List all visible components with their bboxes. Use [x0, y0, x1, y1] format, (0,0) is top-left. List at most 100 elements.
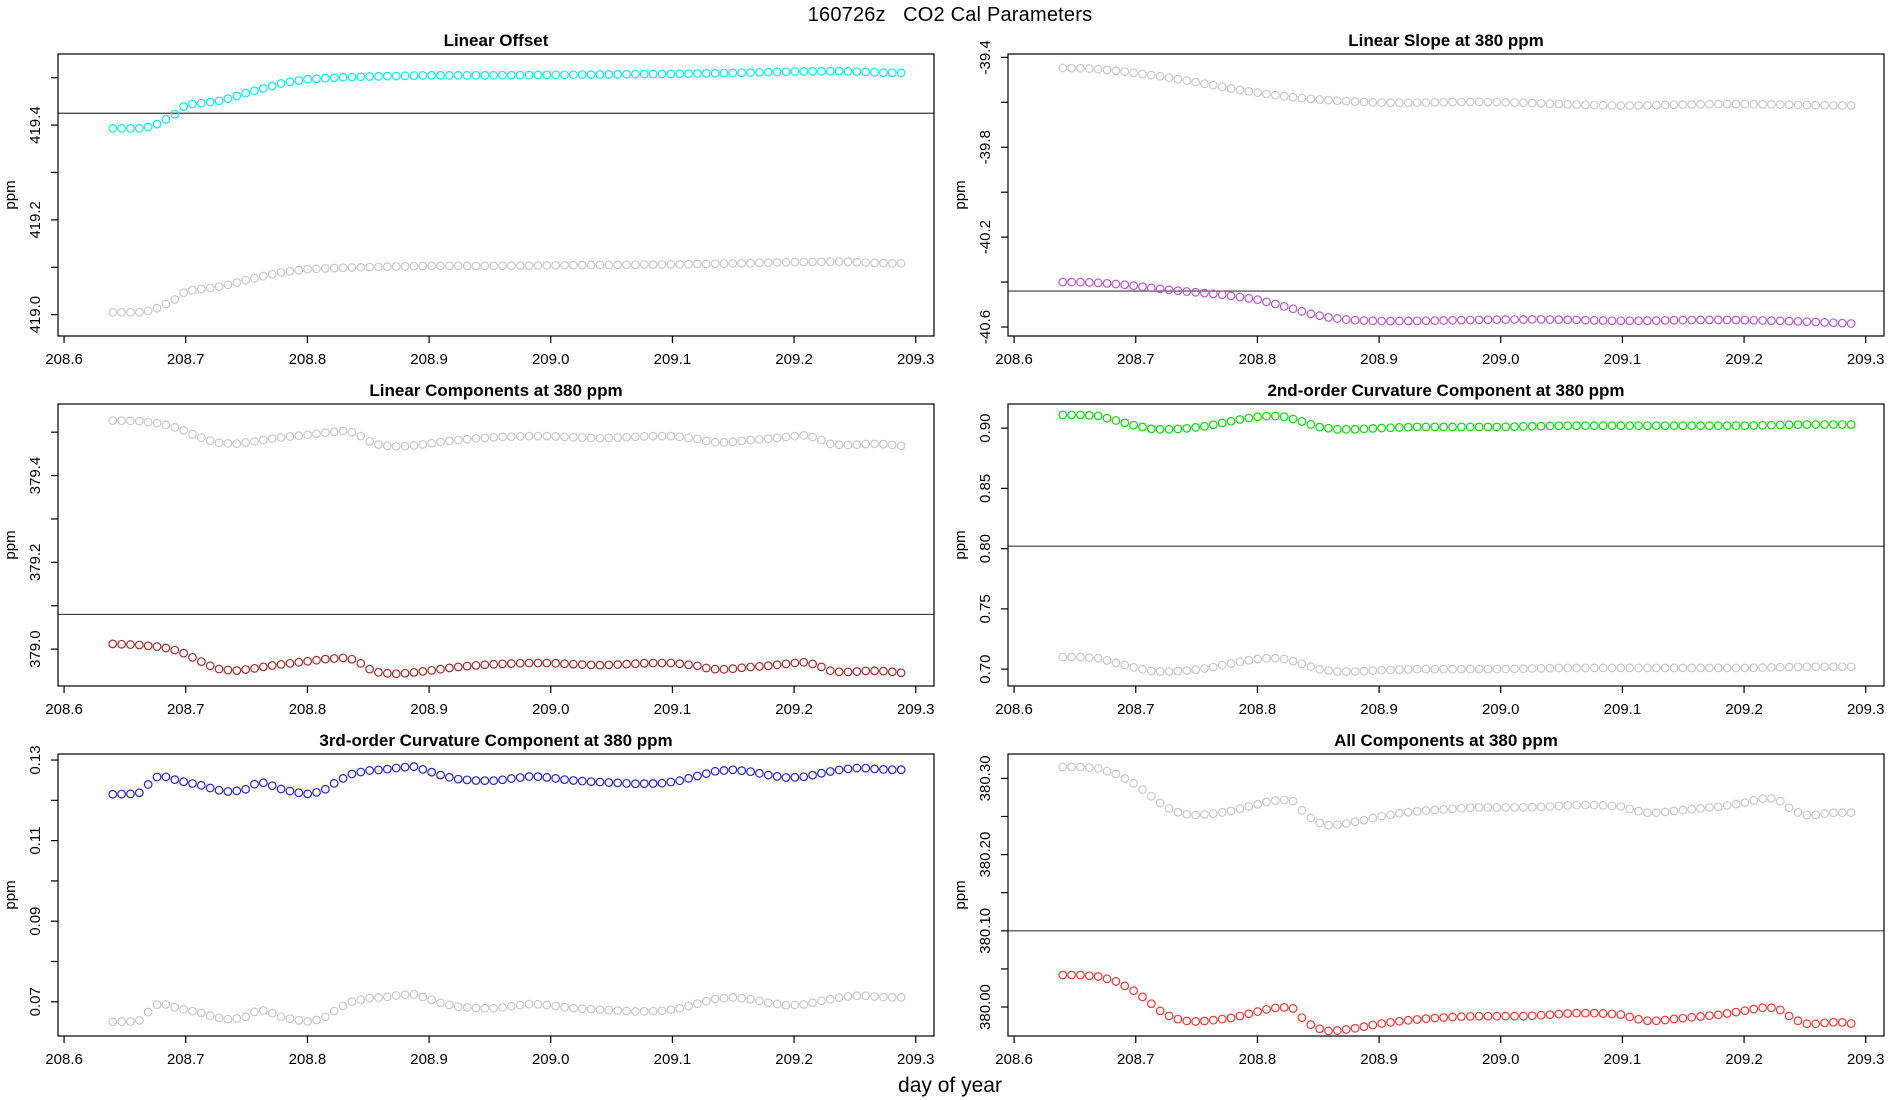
y-tick-label: 380.10: [977, 908, 994, 954]
y-axis-title: ppm: [952, 530, 969, 559]
x-tick-label: 209.2: [775, 701, 813, 718]
y-axis: 0.07 0.09 0.11 0.13: [27, 745, 58, 1016]
y-tick-label: 0.09: [27, 907, 44, 936]
plot-border: [57, 753, 935, 1037]
x-tick-label: 208.8: [1239, 701, 1277, 718]
plot-border: [1007, 53, 1885, 337]
panel-title: All Components at 380 ppm: [1334, 731, 1558, 750]
y-tick-label: 419.2: [27, 201, 44, 239]
y-tick-label: -39.4: [977, 40, 994, 74]
series-gray: [108, 989, 906, 1027]
y-tick-label: 0.80: [977, 534, 994, 563]
x-tick-label: 209.0: [1482, 701, 1520, 718]
figure-footer: day of year: [0, 1074, 1900, 1097]
x-tick-label: 209.3: [1847, 701, 1885, 718]
panel-cell-linear-offset: Linear Offset 208.6 208.7 208.8 208.9 209.0 20…: [0, 30, 950, 380]
figure-header: 160726z CO2 Cal Parameters: [0, 0, 1900, 30]
x-axis: 208.6 208.7 208.8 208.9 209.0 209.1 209.2 209.3: [995, 686, 1885, 718]
y-tick-label: 0.90: [977, 414, 994, 443]
x-tick-label: 209.3: [1847, 351, 1885, 368]
x-tick-label: 209.0: [532, 1051, 570, 1068]
x-tick-label: 209.1: [1604, 351, 1642, 368]
x-axis: 208.6 208.7 208.8 208.9 209.0 209.1 209.2 209.3: [45, 686, 935, 718]
x-tick-label: 208.9: [1360, 1051, 1398, 1068]
x-tick-label: 208.7: [167, 351, 205, 368]
y-axis: 0.70 0.75 0.80 0.85 0.90: [977, 414, 1008, 684]
x-tick-label: 209.3: [897, 351, 935, 368]
x-tick-label: 209.2: [1725, 1051, 1763, 1068]
x-tick-label: 209.1: [654, 351, 692, 368]
figure-title: 160726z CO2 Cal Parameters: [807, 3, 1093, 26]
x-tick-label: 208.7: [1117, 1051, 1155, 1068]
series-green: [1058, 410, 1856, 434]
y-tick-label: -39.8: [977, 130, 994, 164]
panel-curvature-2nd: 2nd-order Curvature Component at 380 ppm…: [952, 381, 1885, 718]
series-gray: [108, 416, 906, 451]
x-tick-label: 209.0: [532, 701, 570, 718]
plot-border: [1007, 403, 1885, 687]
x-axis: 208.6 208.7 208.8 208.9 209.0 209.1 209.2 209.3: [45, 1036, 935, 1068]
x-tick-label: 209.1: [654, 701, 692, 718]
y-axis-title: ppm: [952, 180, 969, 209]
x-tick-label: 208.6: [995, 1051, 1033, 1068]
x-tick-label: 209.2: [775, 1051, 813, 1068]
series-gray: [108, 257, 906, 317]
y-tick-label: 0.07: [27, 987, 44, 1016]
y-tick-label: 379.0: [27, 630, 44, 668]
x-tick-label: 208.7: [167, 1051, 205, 1068]
panel-title: 2nd-order Curvature Component at 380 ppm: [1267, 381, 1624, 400]
x-tick-label: 208.6: [45, 701, 83, 718]
x-tick-label: 209.1: [654, 1051, 692, 1068]
y-axis-title: ppm: [2, 880, 19, 909]
series-cyan: [108, 66, 906, 133]
panels-grid: Linear Offset 208.6 208.7 208.8 208.9 209.0 20…: [0, 30, 1900, 1080]
series-darkred: [108, 639, 906, 679]
y-tick-label: 380.30: [977, 755, 994, 801]
y-axis-title: ppm: [952, 880, 969, 909]
panel-cell-curvature-2nd: 2nd-order Curvature Component at 380 ppm…: [950, 380, 1900, 730]
panel-curvature-3rd: 3rd-order Curvature Component at 380 ppm…: [2, 731, 935, 1068]
x-tick-label: 209.3: [897, 701, 935, 718]
series-purple: [1058, 277, 1856, 328]
y-tick-label: 419.0: [27, 296, 44, 334]
panel-title: Linear Slope at 380 ppm: [1348, 31, 1544, 50]
x-axis: 208.6 208.7 208.8 208.9 209.0 209.1 209.2 209.3: [995, 336, 1885, 368]
x-tick-label: 208.6: [45, 1051, 83, 1068]
panel-linear-slope: Linear Slope at 380 ppm 208.6 208.7 208.8 20…: [952, 31, 1885, 368]
y-axis-title: ppm: [2, 180, 19, 209]
x-tick-label: 209.2: [775, 351, 813, 368]
y-tick-label: 379.4: [27, 457, 44, 495]
x-tick-label: 208.8: [289, 701, 327, 718]
x-tick-label: 209.3: [897, 1051, 935, 1068]
x-tick-label: 208.8: [289, 1051, 327, 1068]
x-tick-label: 209.1: [1604, 1051, 1642, 1068]
y-axis-title: ppm: [2, 530, 19, 559]
x-tick-label: 208.6: [995, 701, 1033, 718]
panel-cell-linear-components: Linear Components at 380 ppm 208.6 208.7 20…: [0, 380, 950, 730]
x-tick-label: 208.7: [1117, 351, 1155, 368]
y-tick-label: -40.6: [977, 310, 994, 344]
panel-cell-linear-slope: Linear Slope at 380 ppm 208.6 208.7 208.8 20…: [950, 30, 1900, 380]
y-tick-label: 0.11: [27, 827, 44, 855]
y-axis: -40.6 -40.2 -39.8 -39.4: [977, 40, 1008, 344]
y-tick-label: -40.2: [977, 220, 994, 254]
x-tick-label: 208.6: [995, 351, 1033, 368]
y-tick-label: 380.00: [977, 984, 994, 1030]
x-tick-label: 209.0: [532, 351, 570, 368]
x-tick-label: 208.8: [1239, 351, 1277, 368]
x-tick-label: 208.8: [289, 351, 327, 368]
plot-border: [1007, 753, 1885, 1037]
panel-title: Linear Components at 380 ppm: [369, 381, 622, 400]
x-tick-label: 208.9: [1360, 701, 1398, 718]
y-tick-label: 379.2: [27, 544, 44, 582]
plot-border: [57, 403, 935, 687]
y-axis: 380.00 380.10 380.20 380.30: [977, 755, 1008, 1030]
x-tick-label: 208.9: [410, 1051, 448, 1068]
series-gray: [1058, 762, 1856, 830]
x-tick-label: 209.2: [1725, 701, 1763, 718]
x-axis-label: day of year: [898, 1074, 1002, 1097]
panel-cell-all-components: All Components at 380 ppm 208.6 208.7 208.8…: [950, 730, 1900, 1080]
x-tick-label: 208.9: [410, 351, 448, 368]
panel-cell-curvature-3rd: 3rd-order Curvature Component at 380 ppm…: [0, 730, 950, 1080]
